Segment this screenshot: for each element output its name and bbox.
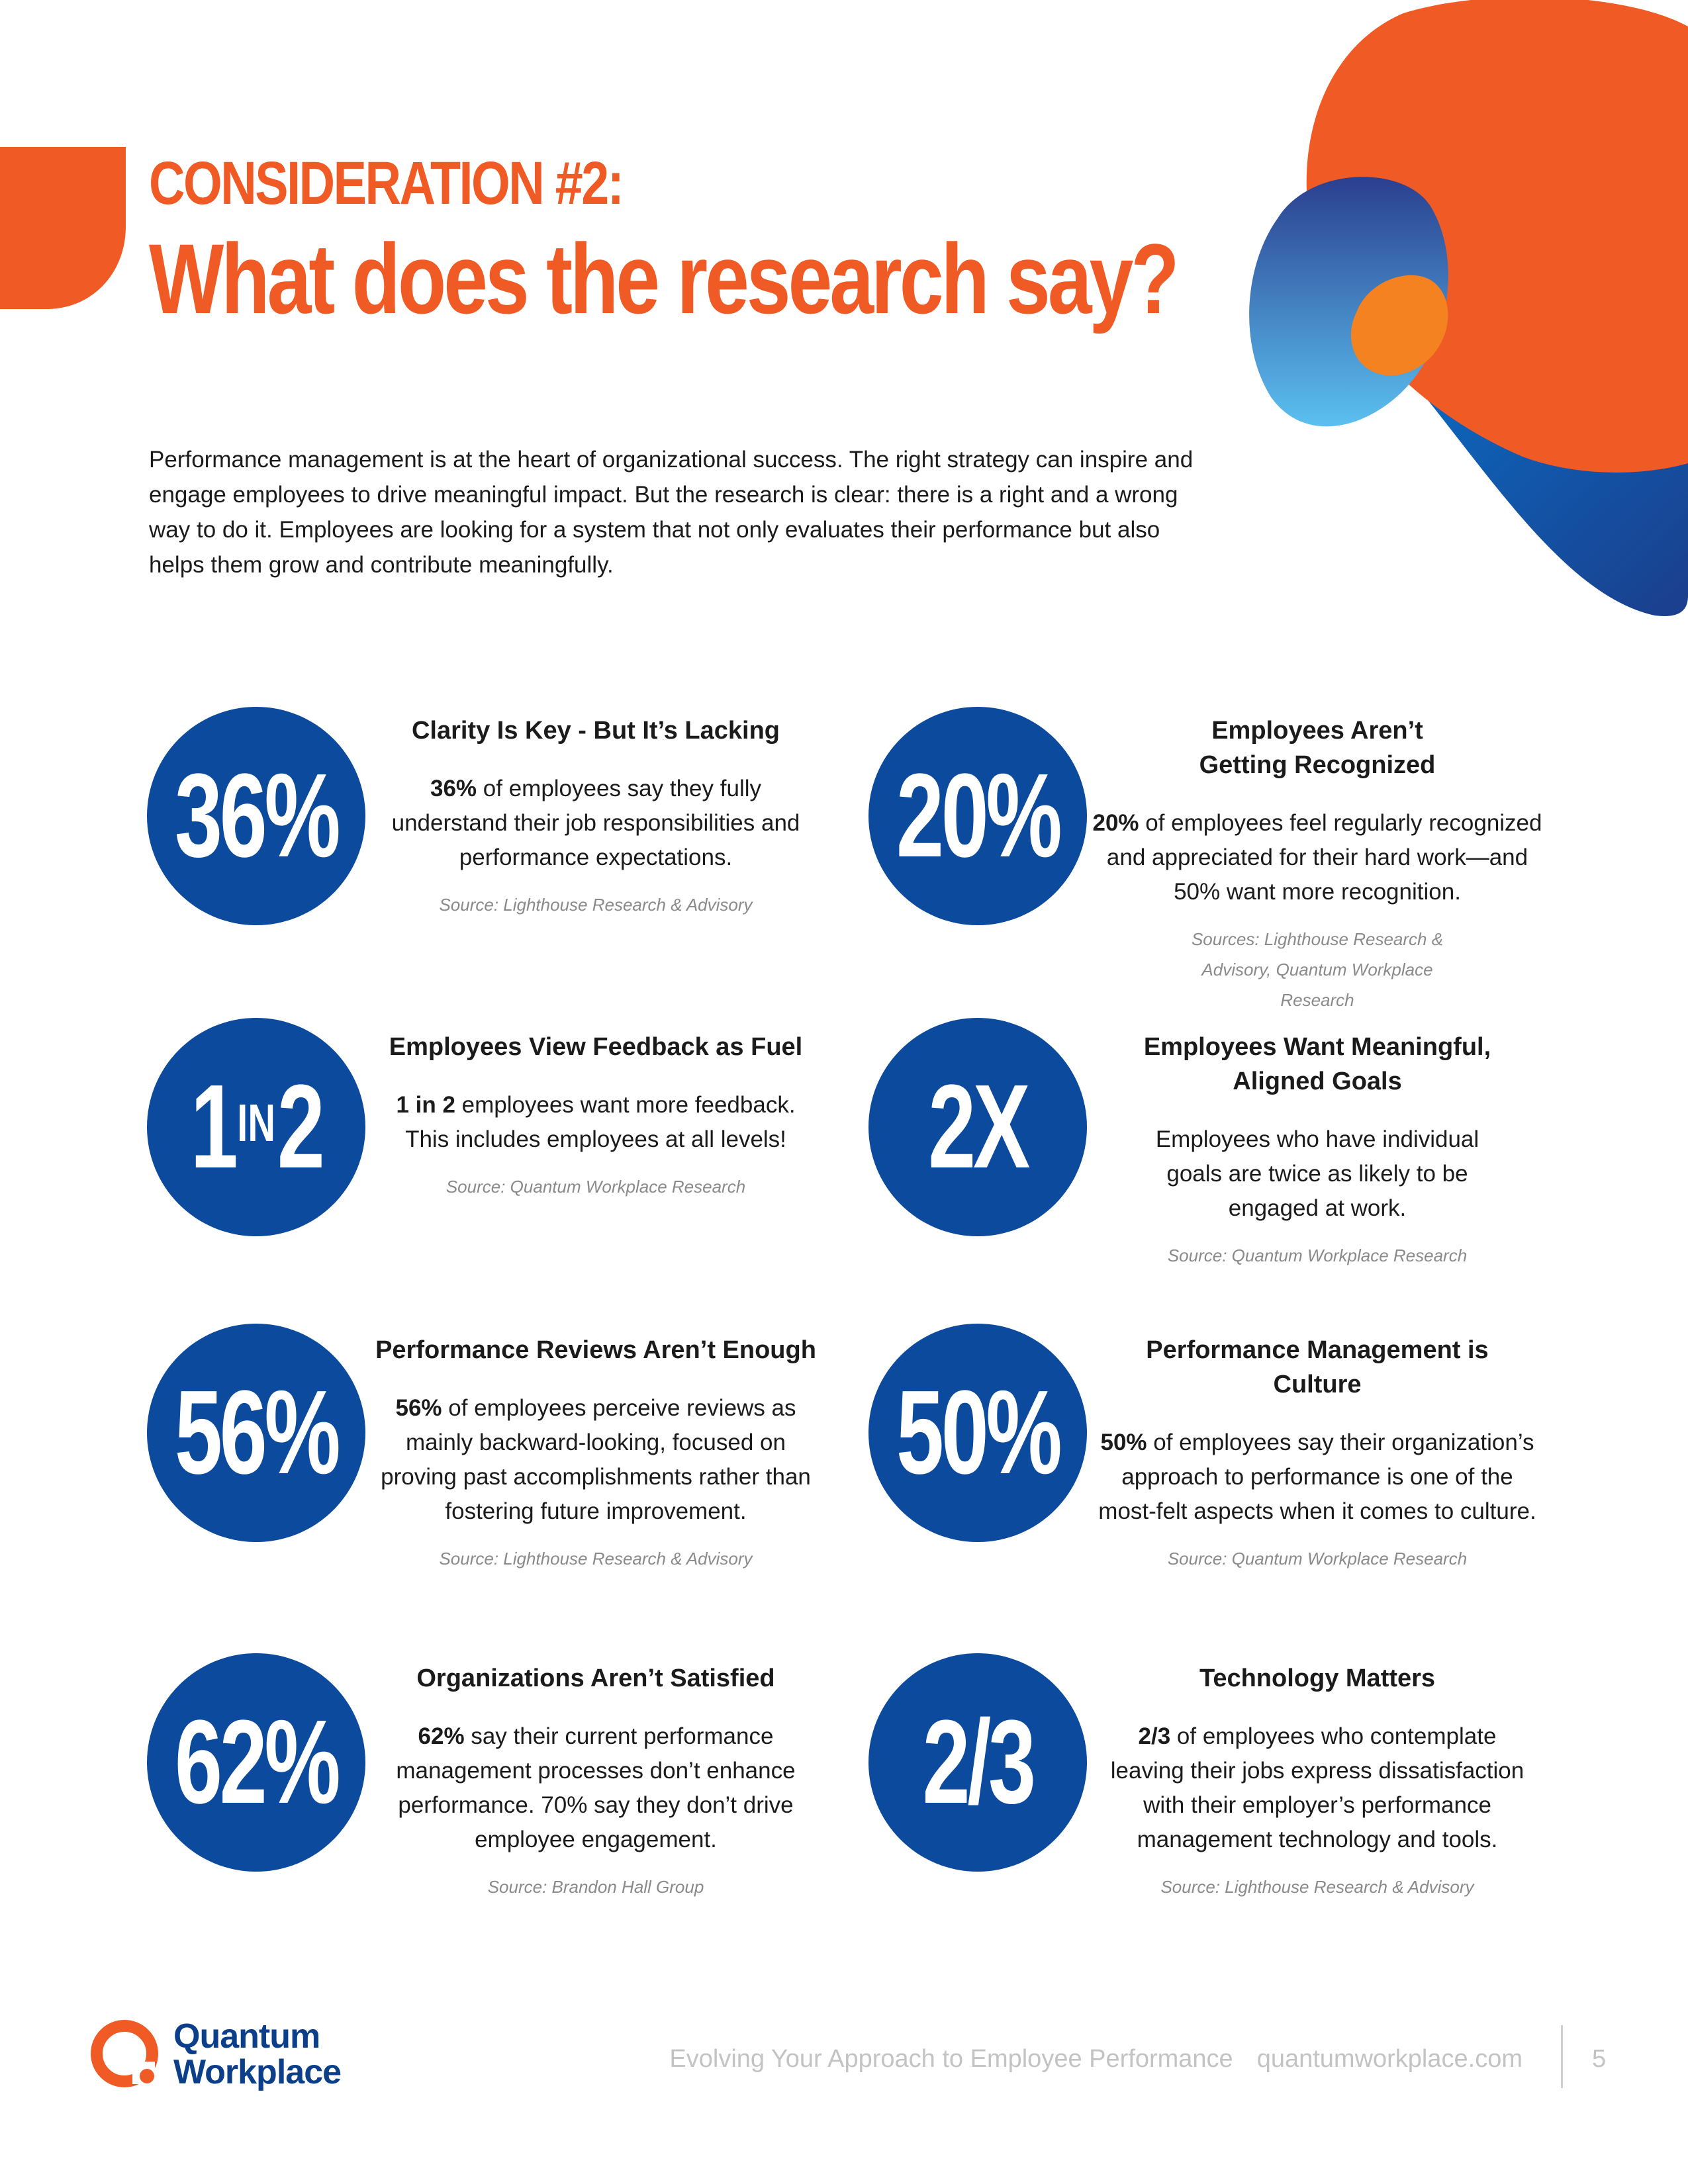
stat-figure: 56% (174, 1366, 341, 1499)
stat-body: Employees who have individual goals are … (1155, 1126, 1479, 1221)
stat-heading: Organizations Aren’t Satisfied (416, 1664, 775, 1692)
stat-heading: Performance Management is Culture (1146, 1336, 1489, 1398)
small-orange-blob (1350, 275, 1448, 376)
stat-figure: 62% (174, 1696, 341, 1829)
stat-source: Sources: Lighthouse Research & Advisory,… (1191, 929, 1444, 1010)
stat-source: Source: Lighthouse Research & Advisory (439, 1549, 753, 1569)
stat-circle-culture: 50% (868, 1324, 1087, 1542)
section-kicker: CONSIDERATION #2: (149, 150, 624, 217)
stat-block-goals: Employees Want Meaningful, Aligned Goals… (1092, 1030, 1542, 1271)
page-number: 5 (1592, 2045, 1607, 2073)
stat-figure: 2/3 (922, 1696, 1036, 1829)
stat-source: Source: Lighthouse Research & Advisory (439, 895, 753, 915)
footer-divider (1561, 2025, 1563, 2088)
stat-block-feedback: Employees View Feedback as Fuel 1 in 2 e… (371, 1030, 821, 1202)
stat-body: 1 in 2 employees want more feedback. Thi… (396, 1092, 796, 1152)
orange-corner-tab (0, 147, 126, 309)
stat-circle-reviews: 56% (147, 1324, 365, 1542)
stat-heading: Employees View Feedback as Fuel (389, 1033, 803, 1061)
stat-heading: Clarity Is Key - But It’s Lacking (411, 717, 780, 745)
stat-body: 50% of employees say their organization’… (1098, 1430, 1536, 1524)
stat-source: Source: Quantum Workplace Research (1167, 1246, 1468, 1265)
stat-figure: 20% (896, 749, 1062, 882)
footer-website[interactable]: quantumworkplace.com (1256, 2045, 1523, 2073)
stat-block-satisfied: Organizations Aren’t Satisfied 62% say t… (371, 1661, 821, 1902)
intro-paragraph: Performance management is at the heart o… (149, 447, 1194, 578)
company-logo-text: Quantum Workplace (173, 2017, 342, 2091)
stat-figure: 36% (174, 749, 341, 882)
stat-circle-recognition: 20% (868, 707, 1087, 925)
stat-circle-technology: 2/3 (868, 1653, 1087, 1872)
stat-body: 36% of employees say they fully understa… (391, 776, 800, 870)
stat-source: Source: Lighthouse Research & Advisory (1160, 1877, 1474, 1897)
page-title: What does the research say? (149, 223, 1180, 334)
stat-source: Source: Brandon Hall Group (487, 1877, 704, 1897)
stat-heading: Performance Reviews Aren’t Enough (375, 1336, 816, 1364)
stat-heading: Employees Aren’t Getting Recognized (1199, 717, 1436, 779)
stat-circle-feedback: 1IN2 (147, 1018, 365, 1236)
quantum-logo-icon (91, 2020, 158, 2087)
stat-body: 62% say their current performance manage… (396, 1723, 796, 1852)
stat-heading: Employees Want Meaningful, Aligned Goals (1143, 1033, 1491, 1095)
decorative-blobs (1249, 0, 1688, 616)
stat-figure: 50% (896, 1366, 1062, 1499)
stat-block-recognition: Employees Aren’t Getting Recognized 20% … (1092, 713, 1542, 1015)
footer-publication: Evolving Your Approach to Employee Perfo… (669, 2045, 1523, 2073)
stat-block-clarity: Clarity Is Key - But It’s Lacking 36% of… (371, 713, 821, 920)
stat-circle-satisfied: 62% (147, 1653, 365, 1872)
stat-block-culture: Performance Management is Culture 50% of… (1092, 1333, 1542, 1574)
stat-circle-goals: 2X (868, 1018, 1087, 1236)
footer-title: Evolving Your Approach to Employee Perfo… (669, 2045, 1233, 2073)
stat-figure: 2X (928, 1060, 1030, 1193)
stat-source: Source: Quantum Workplace Research (1167, 1549, 1468, 1569)
stat-block-technology: Technology Matters 2/3 of employees who … (1092, 1661, 1542, 1902)
stat-body: 56% of employees perceive reviews as mai… (381, 1395, 811, 1524)
stat-block-reviews: Performance Reviews Aren’t Enough 56% of… (371, 1333, 821, 1574)
stat-heading: Technology Matters (1199, 1664, 1436, 1692)
stat-circle-clarity: 36% (147, 707, 365, 925)
stat-body: 2/3 of employees who contemplate leaving… (1110, 1723, 1524, 1852)
stat-figure: 1IN2 (190, 1060, 325, 1193)
stat-source: Source: Quantum Workplace Research (445, 1177, 746, 1197)
stat-body: 20% of employees feel regularly recogniz… (1092, 810, 1542, 905)
